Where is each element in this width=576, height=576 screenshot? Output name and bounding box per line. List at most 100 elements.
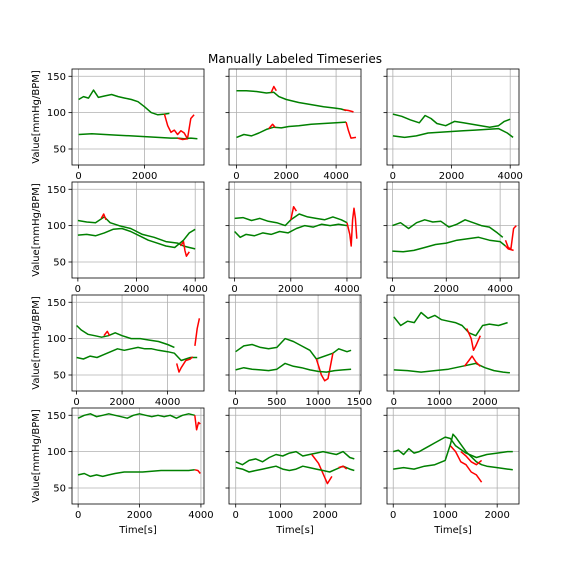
series-group — [234, 205, 358, 247]
subplot-grid: 0 2000 50 100 150 Value[mmHg/BPM] 0 2000 4000 0 20… — [31, 68, 523, 536]
subplot-5: 0 2000 4000 — [225, 181, 362, 295]
anomaly-segment — [270, 85, 277, 93]
x-tick-label: 2000 — [439, 171, 464, 182]
x-tick-label: 0 — [389, 284, 395, 295]
x-tick-label: 1500 — [347, 397, 372, 408]
y-tick-label: 100 — [47, 447, 66, 458]
anomaly-segment — [343, 108, 354, 113]
axes-frame — [71, 407, 205, 505]
series-line — [392, 113, 511, 128]
anomaly-segment — [103, 330, 111, 337]
axes-frame — [71, 181, 205, 279]
x-tick-label: 4000 — [497, 171, 522, 182]
axes-frame — [228, 407, 362, 505]
x-tick-label: 0 — [232, 397, 238, 408]
y-tick-label: 150 — [47, 411, 66, 422]
anomaly-segment — [504, 225, 517, 250]
anomaly-segment — [449, 445, 483, 483]
series-line — [76, 346, 198, 362]
series-line — [392, 127, 514, 139]
y-tick-label: 100 — [47, 334, 66, 345]
anomaly-segment — [268, 123, 276, 130]
anomaly-segment — [175, 356, 194, 373]
series-line — [78, 89, 170, 116]
series-line — [235, 465, 355, 473]
anomaly-segment — [345, 121, 357, 139]
x-tick-label: 0 — [75, 284, 81, 295]
series-line — [236, 90, 347, 112]
anomaly-segment — [163, 113, 195, 140]
anomaly-segment — [338, 465, 348, 470]
series-group — [393, 311, 510, 374]
series-group — [392, 219, 517, 253]
x-tick-label: 0 — [390, 510, 396, 521]
series-group — [78, 89, 198, 141]
anomaly-segment — [346, 207, 358, 247]
x-tick-label: 2000 — [127, 510, 152, 521]
subplot-8: 0 500 1000 1500 — [225, 294, 372, 408]
anomaly-segment — [194, 415, 201, 431]
x-tick-label: 4000 — [487, 284, 512, 295]
axes-frame — [228, 294, 362, 392]
y-tick-label: 150 — [47, 298, 66, 309]
axes-frame — [386, 68, 520, 166]
y-axis-label: Value[mmHg/BPM] — [31, 70, 42, 164]
axes-frame — [228, 68, 362, 166]
subplot-11: 0 1000 2000 Time[s] — [225, 407, 362, 536]
x-tick-label: 1000 — [305, 397, 330, 408]
x-axis-label: Time[s] — [118, 525, 157, 536]
anomaly-segment — [311, 454, 333, 485]
x-tick-label: 4000 — [323, 171, 348, 182]
axes-frame — [71, 294, 205, 392]
x-tick-label: 4000 — [334, 284, 359, 295]
anomaly-segment — [504, 245, 514, 252]
series-line — [393, 433, 513, 471]
anomaly-segment — [290, 205, 298, 220]
anomaly-segment — [100, 213, 107, 221]
y-tick-label: 50 — [53, 258, 66, 269]
y-tick-label: 100 — [47, 108, 66, 119]
subplot-6: 0 2000 4000 — [383, 181, 520, 295]
y-tick-label: 50 — [53, 484, 66, 495]
series-line — [236, 121, 347, 139]
anomaly-segment — [179, 240, 190, 257]
x-tick-label: 0 — [231, 284, 237, 295]
x-tick-label: 4000 — [155, 397, 180, 408]
subplot-3: 0 2000 4000 — [383, 68, 523, 182]
x-tick-label: 0 — [391, 397, 397, 408]
subplot-1: 0 2000 50 100 150 Value[mmHg/BPM] — [31, 68, 205, 182]
chart-title: Manually Labeled Timeseries — [208, 52, 382, 66]
series-line — [393, 362, 510, 374]
anomaly-segment — [463, 355, 481, 367]
series-group — [235, 450, 355, 485]
axes-frame — [386, 181, 520, 279]
x-axis-label: Time[s] — [275, 525, 314, 536]
y-axis-label: Value[mmHg/BPM] — [31, 183, 42, 277]
series-group — [77, 413, 201, 478]
series-line — [393, 436, 513, 459]
axes-frame — [71, 68, 205, 166]
series-group — [236, 85, 357, 139]
series-line — [235, 337, 352, 360]
series-line — [234, 223, 348, 239]
axes-frame — [386, 294, 520, 392]
series-line — [77, 413, 195, 419]
anomaly-segment — [460, 451, 483, 466]
anomaly-segment — [315, 353, 334, 382]
series-line — [77, 469, 195, 478]
subplot-4: 0 2000 4000 50 100 150 Value[mmHg/BPM] — [31, 181, 208, 295]
x-tick-label: 2000 — [312, 510, 337, 521]
anomaly-segment — [194, 469, 201, 474]
y-tick-label: 150 — [47, 185, 66, 196]
x-tick-label: 0 — [75, 510, 81, 521]
x-tick-label: 2000 — [278, 284, 303, 295]
x-tick-label: 1000 — [427, 397, 452, 408]
x-tick-label: 2000 — [124, 284, 149, 295]
x-tick-label: 0 — [75, 171, 81, 182]
y-axis-label: Value[mmHg/BPM] — [31, 409, 42, 503]
x-tick-label: 2000 — [132, 171, 157, 182]
subplot-12: 0 1000 2000 Time[s] — [383, 407, 520, 536]
series-line — [235, 450, 355, 466]
x-tick-label: 0 — [73, 397, 79, 408]
